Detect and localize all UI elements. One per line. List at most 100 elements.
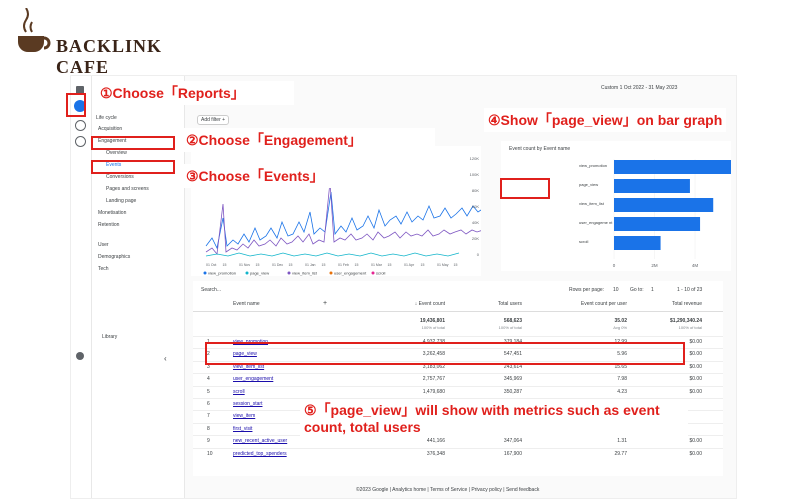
- home-icon[interactable]: [76, 86, 84, 94]
- total-sub: 100% of total: [421, 325, 445, 330]
- row-index: 2: [207, 351, 210, 358]
- advertising-icon[interactable]: [75, 136, 86, 147]
- x-tick-label: 01 Apr: [404, 263, 415, 267]
- legend-swatch: [329, 271, 333, 275]
- event-name-link[interactable]: page_view: [233, 351, 257, 358]
- cell: 376,348: [426, 450, 445, 457]
- add-column[interactable]: +: [323, 300, 328, 307]
- line-chart-plot: 120K 100K 80K 60K 40K 20K 0 01 Oct 15 01 Nov 15 01 …: [203, 156, 485, 276]
- nav-item[interactable]: Events: [106, 162, 122, 168]
- legend-swatch: [245, 271, 249, 275]
- bar-label: page_view: [579, 182, 598, 187]
- x-tick-label: 15: [454, 263, 458, 267]
- cell: 345,969: [503, 376, 522, 383]
- cell: 2,757,767: [422, 376, 445, 383]
- event-name-link[interactable]: user_engagement: [233, 376, 274, 383]
- nav-item[interactable]: Conversions: [106, 174, 134, 180]
- highlight-box: [205, 342, 685, 365]
- cell: 347,064: [503, 438, 522, 445]
- y-tick-label: 20K: [472, 236, 479, 241]
- goto-label: Go to:: [630, 287, 644, 293]
- cell: $0.00: [689, 376, 702, 383]
- collapse-button[interactable]: ‹: [164, 354, 167, 363]
- cell: 243,614: [503, 363, 522, 370]
- event-name-link[interactable]: scroll: [233, 388, 245, 395]
- highlight-box: [91, 136, 175, 150]
- rows-per-page-label: Rows per page:: [569, 287, 605, 293]
- add-filter[interactable]: Add filter +: [197, 115, 230, 125]
- nav-item[interactable]: Tech: [98, 266, 109, 272]
- x-tick-label: 15: [421, 263, 425, 267]
- cell: 1,479,680: [422, 388, 445, 395]
- analytics-screenshot: Life cycle User Library ‹ Acquisition Eng…: [70, 75, 779, 499]
- library-link[interactable]: Library: [102, 334, 118, 340]
- cell: $0.00: [689, 388, 702, 395]
- cell: $0.00: [689, 363, 702, 370]
- x-tick-label: 15: [223, 263, 227, 267]
- nav-item[interactable]: Demographics: [98, 254, 131, 260]
- event-name-link[interactable]: predicted_top_spenders: [233, 450, 287, 457]
- x-tick-label: 01 Oct: [206, 263, 216, 267]
- rows-per-page[interactable]: 10: [613, 287, 619, 293]
- reports-icon[interactable]: [74, 100, 86, 112]
- nav-item[interactable]: Overview: [106, 150, 127, 156]
- bar: [614, 198, 714, 212]
- footer: ©2023 Google | Analytics home | Terms of…: [356, 487, 540, 493]
- event-name-link[interactable]: first_visit: [233, 425, 253, 432]
- total-value: 19,436,801: [419, 318, 445, 324]
- nav-item[interactable]: Engagement: [98, 138, 127, 144]
- nav-item[interactable]: Pages and screens: [106, 186, 149, 192]
- bar-label: user_engageme nt: [579, 220, 613, 225]
- date-range[interactable]: Custom 1 Oct 2022 - 31 May 2023: [601, 85, 678, 91]
- cell: 3,183,062: [422, 363, 445, 370]
- row-index: 6: [207, 401, 210, 407]
- annotation: ⑤「page_view」will show with metrics such …: [300, 400, 688, 438]
- legend-swatch: [203, 271, 207, 275]
- explore-icon[interactable]: [75, 120, 86, 131]
- cell: 4.23: [617, 388, 627, 395]
- row-index: 10: [207, 450, 213, 457]
- pagination-range: 1 - 10 of 23: [677, 287, 703, 293]
- legend-label: scroll: [376, 271, 385, 276]
- legend-label: view_promotion: [208, 271, 236, 276]
- total-sub: Avg 0%: [613, 325, 627, 330]
- highlight-box: [500, 178, 550, 199]
- event-name-link[interactable]: session_start: [233, 401, 263, 407]
- legend-swatch: [371, 271, 375, 275]
- column-header: Event count per user: [580, 301, 627, 307]
- event-name-link[interactable]: view_item: [233, 413, 256, 420]
- settings-icon[interactable]: [76, 352, 84, 360]
- total-sub: 100% of total: [498, 325, 522, 330]
- row-index: 4: [207, 376, 210, 383]
- legend-label: page_view: [250, 271, 269, 276]
- cell: $0.00: [689, 339, 702, 345]
- brand-header: BACKLINK CAFE: [10, 7, 210, 77]
- series-line: [205, 191, 485, 250]
- nav-item[interactable]: Landing page: [106, 198, 137, 204]
- brand-name: BACKLINK CAFE: [56, 36, 163, 77]
- event-name-link[interactable]: new_recent_active_user: [233, 438, 288, 445]
- nav-item[interactable]: Retention: [98, 222, 120, 228]
- event-name-link[interactable]: view_item_list: [233, 363, 265, 370]
- legend-swatch: [287, 271, 291, 275]
- search-box[interactable]: Search...: [201, 287, 222, 293]
- nav-item[interactable]: Acquisition: [98, 126, 123, 132]
- cell: 167,900: [503, 450, 522, 457]
- nav-item[interactable]: Monetisation: [98, 210, 127, 216]
- x-tick-label: 15: [256, 263, 260, 267]
- row-index: 5: [207, 388, 210, 395]
- x-tick-label: 01 Nov: [239, 263, 250, 267]
- bar-label: view_promotion: [579, 163, 607, 168]
- annotation: ②Choose「Engagement」: [182, 128, 435, 152]
- x-tick-label: 15: [289, 263, 293, 267]
- row-index: 7: [207, 413, 210, 420]
- annotation: ③Choose「Events」: [182, 164, 370, 188]
- row-divider: [193, 385, 723, 387]
- cell: 350,287: [503, 388, 522, 395]
- y-tick-label: 60K: [472, 204, 479, 209]
- goto-input[interactable]: 1: [651, 287, 654, 293]
- total-value: 35.02: [614, 318, 627, 324]
- row-divider: [193, 360, 723, 362]
- row-divider: [193, 373, 723, 375]
